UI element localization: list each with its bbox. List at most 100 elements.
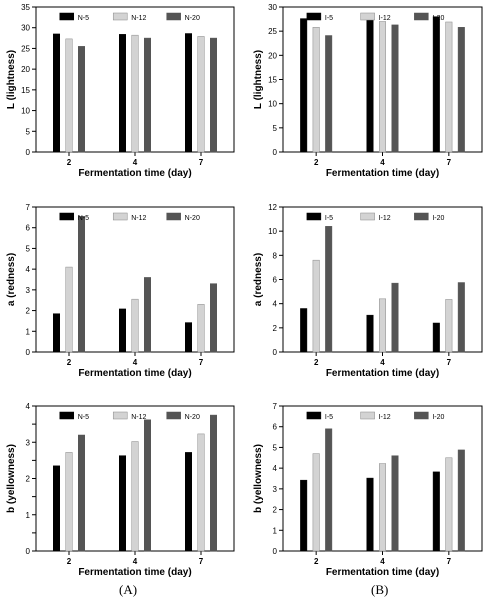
bar-i-12-day-4 (379, 298, 386, 353)
y-tick-label: 1 (26, 511, 31, 520)
legend-label-n-5: N-5 (78, 15, 89, 22)
legend-label-i-20: I-20 (432, 414, 444, 421)
x-tick-label: 4 (380, 557, 385, 566)
y-tick-label: 25 (268, 27, 277, 36)
y-tick-label: 6 (273, 423, 278, 432)
legend-swatch-n-20 (166, 12, 181, 21)
y-tick-label: 5 (26, 127, 31, 136)
legend-label-n-5: N-5 (78, 414, 89, 421)
x-tick-label: 4 (133, 158, 138, 167)
x-tick-label: 7 (447, 158, 452, 167)
legend-label-n-12: N-12 (131, 15, 146, 22)
legend-swatch-n-12 (112, 12, 128, 21)
y-tick-label: 30 (21, 24, 30, 33)
y-tick-label: 7 (26, 203, 31, 212)
y-tick-label: 4 (26, 265, 31, 274)
y-tick-label: 1 (26, 327, 31, 336)
x-tick-label: 7 (447, 358, 452, 367)
y-tick-label: 3 (26, 438, 31, 447)
bar-i-5-day-4 (366, 17, 374, 153)
y-tick-label: 10 (21, 107, 30, 116)
bar-i-5-day-7 (432, 16, 440, 153)
y-tick-label: 1 (273, 526, 278, 535)
bar-n-20-day-7 (210, 414, 217, 552)
y-tick-label: 15 (268, 76, 277, 85)
y-tick-label: 8 (273, 251, 278, 260)
bar-n-12-day-7 (197, 433, 205, 552)
legend-label-i-5: I-5 (325, 15, 333, 22)
bar-n-20-day-4 (144, 37, 151, 153)
legend-label-i-20: I-20 (432, 215, 444, 222)
bar-i-5-day-4 (366, 477, 374, 552)
x-axis-label: Fermentation time (day) (326, 567, 439, 578)
x-tick-label: 2 (314, 557, 319, 566)
x-tick-label: 2 (314, 158, 319, 167)
y-tick-label: 0 (273, 348, 278, 357)
y-axis-label: a (redness) (6, 253, 17, 306)
x-tick-label: 2 (67, 158, 72, 167)
y-tick-label: 20 (21, 65, 30, 74)
y-tick-label: 25 (21, 44, 30, 53)
y-tick-label: 7 (273, 402, 278, 411)
legend-swatch-n-5 (59, 411, 75, 420)
bar-i-12-day-7 (445, 457, 453, 552)
bar-n-5-day-2 (53, 33, 60, 153)
y-tick-label: 0 (273, 148, 278, 157)
bar-i-20-day-7 (457, 27, 465, 153)
bar-n-12-day-4 (131, 441, 139, 552)
chart-6: 0 1 2 3 4 5 6 7 2 4 7 Fermentation time (day) b (yel… (253, 402, 483, 578)
bar-i-12-day-4 (379, 463, 386, 552)
y-axis-label: a (redness) (253, 253, 264, 306)
legend-swatch-i-5 (306, 12, 322, 21)
bar-i-5-day-2 (300, 308, 308, 353)
y-axis-label: L (lightness) (6, 50, 17, 109)
bar-n-12-day-2 (65, 266, 73, 353)
y-tick-label: 0 (26, 348, 31, 357)
y-tick-label: 3 (26, 286, 31, 295)
bar-n-12-day-2 (65, 452, 73, 552)
y-axis-label: b (yellowness) (6, 444, 17, 513)
legend-label-i-12: I-12 (379, 15, 391, 22)
chart-1: 0 5 10 15 20 25 30 35 2 4 7 Fermentation time (day)… (6, 3, 235, 179)
bar-n-5-day-7 (185, 322, 192, 353)
bar-i-12-day-2 (312, 27, 320, 153)
bar-n-20-day-4 (144, 277, 151, 353)
y-tick-label: 0 (26, 148, 31, 157)
bar-i-5-day-2 (300, 18, 308, 153)
legend-swatch-i-20 (414, 411, 429, 420)
y-tick-label: 10 (268, 100, 277, 109)
x-tick-label: 4 (380, 358, 385, 367)
legend-label-n-20: N-20 (185, 414, 200, 421)
y-tick-label: 35 (21, 3, 30, 12)
bar-i-20-day-4 (391, 455, 399, 552)
bar-n-12-day-7 (197, 36, 205, 153)
legend-swatch-i-12 (360, 12, 375, 21)
bar-n-12-day-4 (131, 298, 139, 353)
y-tick-label: 2 (26, 307, 31, 316)
legend-label-i-5: I-5 (325, 414, 333, 421)
y-tick-label: 6 (273, 276, 278, 285)
x-tick-label: 7 (199, 557, 204, 566)
y-tick-label: 12 (268, 203, 277, 212)
bar-i-12-day-4 (379, 21, 386, 153)
bar-n-5-day-4 (119, 34, 126, 153)
bar-n-12-day-4 (131, 34, 139, 153)
legend-swatch-i-20 (414, 212, 429, 221)
y-tick-label: 5 (273, 124, 278, 133)
legend-swatch-i-12 (360, 411, 375, 420)
bar-n-20-day-7 (210, 283, 217, 353)
y-tick-label: 2 (273, 324, 278, 333)
y-tick-label: 6 (26, 224, 31, 233)
legend-swatch-n-5 (59, 212, 75, 221)
y-tick-label: 5 (26, 244, 31, 253)
legend-label-i-12: I-12 (379, 414, 391, 421)
y-tick-label: 10 (268, 227, 277, 236)
chart-2: 0 5 10 15 20 25 30 2 4 7 Fermentation time (day) L … (253, 3, 483, 179)
bar-n-20-day-7 (210, 37, 217, 153)
x-tick-label: 4 (133, 358, 138, 367)
legend-label-n-5: N-5 (78, 215, 89, 222)
x-axis-label: Fermentation time (day) (78, 567, 191, 578)
bar-i-12-day-7 (445, 299, 453, 353)
y-tick-label: 4 (273, 300, 278, 309)
